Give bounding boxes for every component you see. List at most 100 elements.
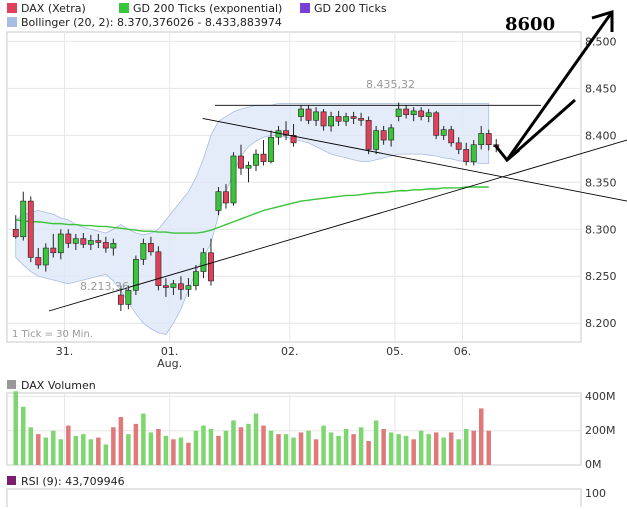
price-xtick: 06. [454,345,472,358]
legend-gd-label: GD 200 Ticks [314,2,387,15]
candle [65,229,72,249]
high-label: 8.435,32 [366,78,415,91]
candle [373,125,380,155]
candle [125,285,132,310]
candle-body [425,112,432,117]
candle [313,107,319,126]
volume-bar [28,427,34,465]
candle-body [140,243,147,260]
candle [223,184,229,209]
candle [132,255,139,296]
candle-body [80,238,87,245]
volume-bar [81,434,86,465]
volume-bar [268,430,274,465]
candle [230,152,237,206]
volume-bar [201,425,206,465]
candle [328,111,335,132]
candle [388,124,395,147]
volume-bar [126,434,131,465]
volume-bar [441,437,446,465]
volume-bar [313,439,319,465]
volume-bar [246,423,251,465]
candle-body [27,200,34,258]
trendlines [48,104,627,312]
price-xtick: 02. [281,345,299,358]
candles [12,102,500,311]
volume-bar [238,427,244,465]
volume-bar [291,437,296,465]
candle-body [193,271,199,286]
price-ytick: 8.200 [585,317,617,330]
candle-body [230,155,237,204]
candle-body [125,290,132,305]
volume-bar [231,420,236,465]
candle [95,233,102,249]
candle [147,236,154,256]
volume-bar [66,425,71,465]
candle-body [35,257,42,266]
tick-note: 1 Tick = 30 Min. [12,329,93,340]
candle [208,238,214,286]
legend-gd-exp-label: GD 200 Ticks (exponential) [133,2,282,15]
candle [425,109,432,123]
candle [448,125,455,147]
candle [335,110,342,126]
volume-bar [13,391,19,465]
candle-body [245,165,252,169]
candle-body [20,200,27,238]
candle-body [403,108,410,115]
candle-body [380,130,387,141]
volume-bar [103,444,109,465]
candle-body [102,242,109,249]
volume-bar [456,439,461,465]
candle-body [305,108,312,121]
volume-bars [13,391,491,465]
candle-body [95,240,102,243]
candle [305,105,312,125]
candle [283,121,289,141]
candle-body [313,111,319,121]
volume-bar [351,434,356,465]
candle-body [485,133,492,146]
trendline-support [48,139,627,312]
candle-body [170,283,177,288]
legend-swatch-dax [7,3,17,13]
candle-body [328,116,335,127]
volume-bar [433,432,439,465]
volume-bar [178,437,184,465]
volume-bar [43,437,49,465]
candle [35,248,42,269]
volume-bar [141,413,146,465]
price-ytick: 8.400 [585,129,617,142]
rsi-ytick-100: 100 [585,487,606,500]
volume-bar [111,427,116,465]
candle [80,233,87,249]
candle [177,276,184,300]
candle-body [320,111,327,127]
candle [440,125,447,141]
target-arrowhead-up [591,9,614,32]
volume-bar [193,430,199,465]
candle-body [162,285,169,288]
volume-bar [208,429,214,465]
candle-body [132,259,139,291]
volume-bar [426,434,431,465]
volume-bar [21,406,26,465]
candle [350,111,357,125]
legend-swatch-gd [300,3,310,13]
candle-body [72,238,79,244]
volume-bar [118,417,124,465]
candle [418,107,425,121]
candle [290,124,297,147]
candle [463,142,470,166]
candle-body [200,252,207,272]
volume-bar [88,439,94,465]
candle-body [470,144,477,162]
volume-ytick-200m: 200M [585,424,616,437]
candle [403,105,410,119]
legend-swatch-bollinger [7,17,17,27]
candle-body [343,116,350,122]
volume-bar [411,439,416,465]
